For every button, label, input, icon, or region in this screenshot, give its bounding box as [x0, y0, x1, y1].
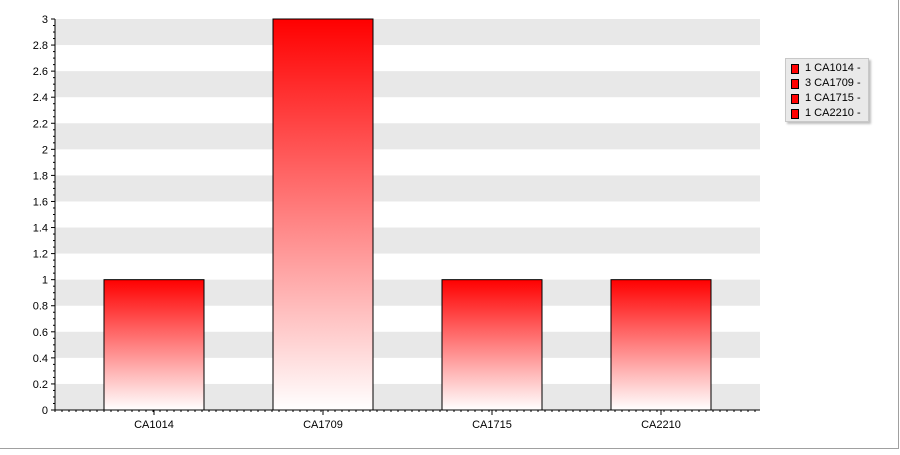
x-tick-label: CA1715 [472, 419, 512, 431]
legend-item: 3 CA1709 - [786, 76, 868, 91]
y-tick-label: 2.6 [33, 66, 48, 78]
y-tick-label: 0.4 [33, 353, 48, 365]
legend: 1 CA1014 - 3 CA1709 - 1 CA1715 - 1 CA2210 - [785, 58, 869, 122]
bar-ca1715 [441, 279, 543, 411]
bar-ca2210 [610, 279, 712, 411]
axis-labels: 0 0.2 0.4 0.6 0.8 1 1.2 1.4 1.6 1.8 2 2.2 2.4 2.6 2.8 3… [33, 14, 681, 431]
grid-band [55, 123, 760, 150]
y-tick-label: 1.4 [33, 223, 48, 235]
grid-band [55, 71, 760, 98]
y-tick-label: 2.2 [33, 118, 48, 130]
legend-label: 1 CA1715 - [805, 92, 861, 104]
y-tick-label: 2.8 [33, 40, 48, 52]
legend-item: 1 CA2210 - [786, 106, 868, 121]
y-tick-label: 1.8 [33, 170, 48, 182]
y-tick-label: 1.6 [33, 196, 48, 208]
grid-band [55, 175, 760, 202]
legend-item: 1 CA1715 - [786, 91, 868, 106]
y-tick-label: 0.6 [33, 327, 48, 339]
bar-ca1014 [103, 279, 205, 411]
x-tick-label: CA1709 [303, 419, 343, 431]
legend-swatch [791, 79, 799, 89]
legend-label: 1 CA2210 - [805, 107, 861, 119]
legend-swatch [791, 94, 799, 104]
legend-swatch [791, 64, 799, 74]
legend-swatch [791, 109, 799, 119]
x-tick-label: CA2210 [641, 419, 681, 431]
legend-label: 1 CA1014 - [805, 62, 861, 74]
y-tick-label: 1.2 [33, 249, 48, 261]
x-tick-label: CA1014 [134, 419, 174, 431]
y-tick-label: 0 [42, 405, 48, 417]
legend-label: 3 CA1709 - [805, 77, 861, 89]
bar-ca1709 [272, 18, 374, 411]
y-tick-label: 0.8 [33, 301, 48, 313]
y-tick-label: 2 [42, 144, 48, 156]
y-tick-label: 0.2 [33, 379, 48, 391]
y-tick-label: 1 [42, 275, 48, 287]
grid-band [55, 227, 760, 254]
bars [103, 18, 712, 411]
legend-item: 1 CA1014 - [786, 61, 868, 76]
y-tick-label: 3 [42, 14, 48, 26]
grid-band [55, 19, 760, 46]
y-tick-label: 2.4 [33, 92, 48, 104]
